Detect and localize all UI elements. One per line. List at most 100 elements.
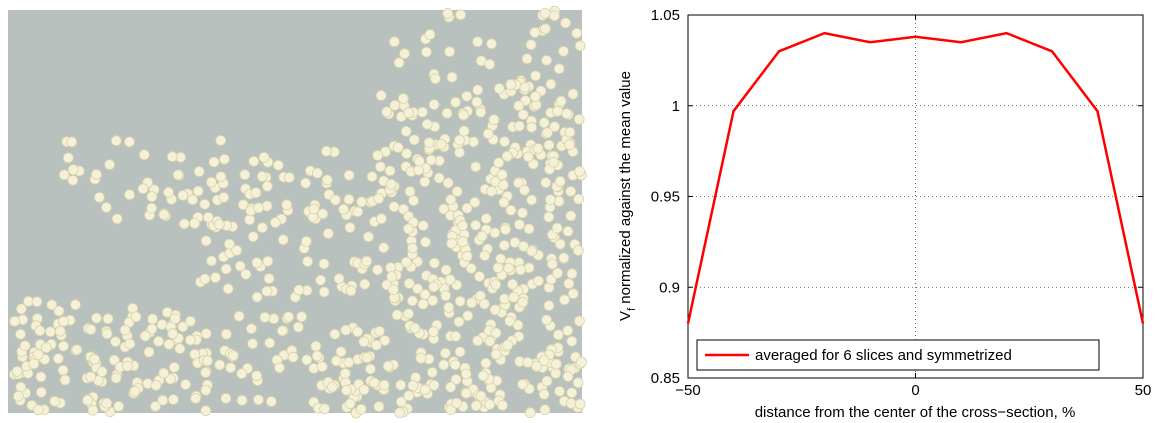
fiber xyxy=(572,245,584,256)
legend-box xyxy=(696,339,1100,371)
fiber xyxy=(190,392,202,404)
fiber xyxy=(177,190,189,201)
fiber xyxy=(240,268,252,280)
fiber xyxy=(375,90,387,101)
fiber xyxy=(110,372,122,384)
fiber xyxy=(66,136,78,148)
fiber xyxy=(110,336,121,348)
fiber xyxy=(454,346,466,358)
fiber xyxy=(446,237,458,249)
fiber xyxy=(564,126,576,138)
fiber xyxy=(517,378,528,390)
fiber xyxy=(335,346,347,358)
fiber xyxy=(493,83,505,94)
fiber xyxy=(505,79,517,90)
fiber xyxy=(539,7,551,19)
fiber xyxy=(488,114,500,126)
fiber xyxy=(12,390,24,402)
fiber xyxy=(214,359,226,371)
fiber xyxy=(388,36,400,48)
fiber xyxy=(247,338,259,350)
fiber xyxy=(167,328,179,340)
fiber xyxy=(310,340,322,352)
fiber xyxy=(428,257,440,269)
fiber xyxy=(479,298,490,310)
fiber xyxy=(545,78,557,90)
fiber xyxy=(403,107,414,119)
fiber xyxy=(403,308,414,320)
fiber xyxy=(326,381,338,393)
fiber xyxy=(391,309,403,321)
fiber xyxy=(558,45,569,57)
fiber xyxy=(565,397,577,409)
fiber xyxy=(373,401,385,412)
fiber xyxy=(124,136,135,148)
fiber xyxy=(251,370,263,382)
fiber xyxy=(424,29,436,40)
y-axis-label: Vf normalized against the mean value xyxy=(617,71,638,321)
fiber xyxy=(472,36,484,48)
fiber xyxy=(301,354,313,366)
fiber xyxy=(53,305,65,317)
fiber xyxy=(400,256,412,268)
fiber xyxy=(57,364,69,376)
fiber xyxy=(429,73,441,85)
fiber xyxy=(244,214,256,226)
fiber xyxy=(551,222,563,234)
fiber xyxy=(227,350,239,361)
fiber xyxy=(574,398,586,410)
fiber xyxy=(164,373,176,385)
fiber xyxy=(562,371,574,382)
fiber xyxy=(404,186,416,197)
fiber xyxy=(108,354,120,366)
fiber xyxy=(499,224,511,236)
fiber xyxy=(462,310,474,322)
fiber xyxy=(541,314,552,326)
fiber xyxy=(67,174,79,186)
fiber xyxy=(498,196,510,208)
fiber xyxy=(261,285,273,297)
fiber xyxy=(428,99,440,110)
fiber xyxy=(508,291,519,303)
fiber xyxy=(395,396,407,408)
fiber xyxy=(158,209,170,221)
fiber xyxy=(158,367,170,379)
fiber xyxy=(361,352,373,364)
fiber xyxy=(58,169,70,181)
fiber xyxy=(428,379,440,391)
fiber xyxy=(521,53,533,65)
fiber xyxy=(546,258,558,270)
fiber xyxy=(531,360,542,372)
fiber xyxy=(505,204,517,216)
fiber xyxy=(150,400,161,412)
fiber xyxy=(428,281,440,293)
fiber xyxy=(365,363,376,375)
fiber xyxy=(517,296,529,308)
fiber xyxy=(177,321,189,333)
fiber xyxy=(559,294,570,306)
fiber xyxy=(552,267,563,279)
fiber xyxy=(538,117,550,129)
fiber xyxy=(496,169,508,181)
fiber xyxy=(438,359,450,371)
fiber xyxy=(571,27,583,39)
fiber xyxy=(397,93,409,104)
fiber xyxy=(251,291,263,303)
data-line xyxy=(686,31,1145,324)
fiber xyxy=(104,159,115,171)
fiber xyxy=(440,264,452,276)
fiber xyxy=(174,343,186,355)
fiber xyxy=(340,324,352,336)
fiber xyxy=(484,335,496,347)
y-label-rest: normalized against the mean value xyxy=(617,71,634,308)
fiber xyxy=(163,186,174,198)
fiber xyxy=(272,159,284,171)
fiber xyxy=(256,222,268,234)
fiber xyxy=(385,178,397,190)
fiber xyxy=(460,368,472,380)
fiber xyxy=(15,381,27,393)
fiber xyxy=(58,315,69,327)
fiber xyxy=(71,344,83,356)
fiber xyxy=(477,370,489,382)
fiber xyxy=(484,58,496,70)
